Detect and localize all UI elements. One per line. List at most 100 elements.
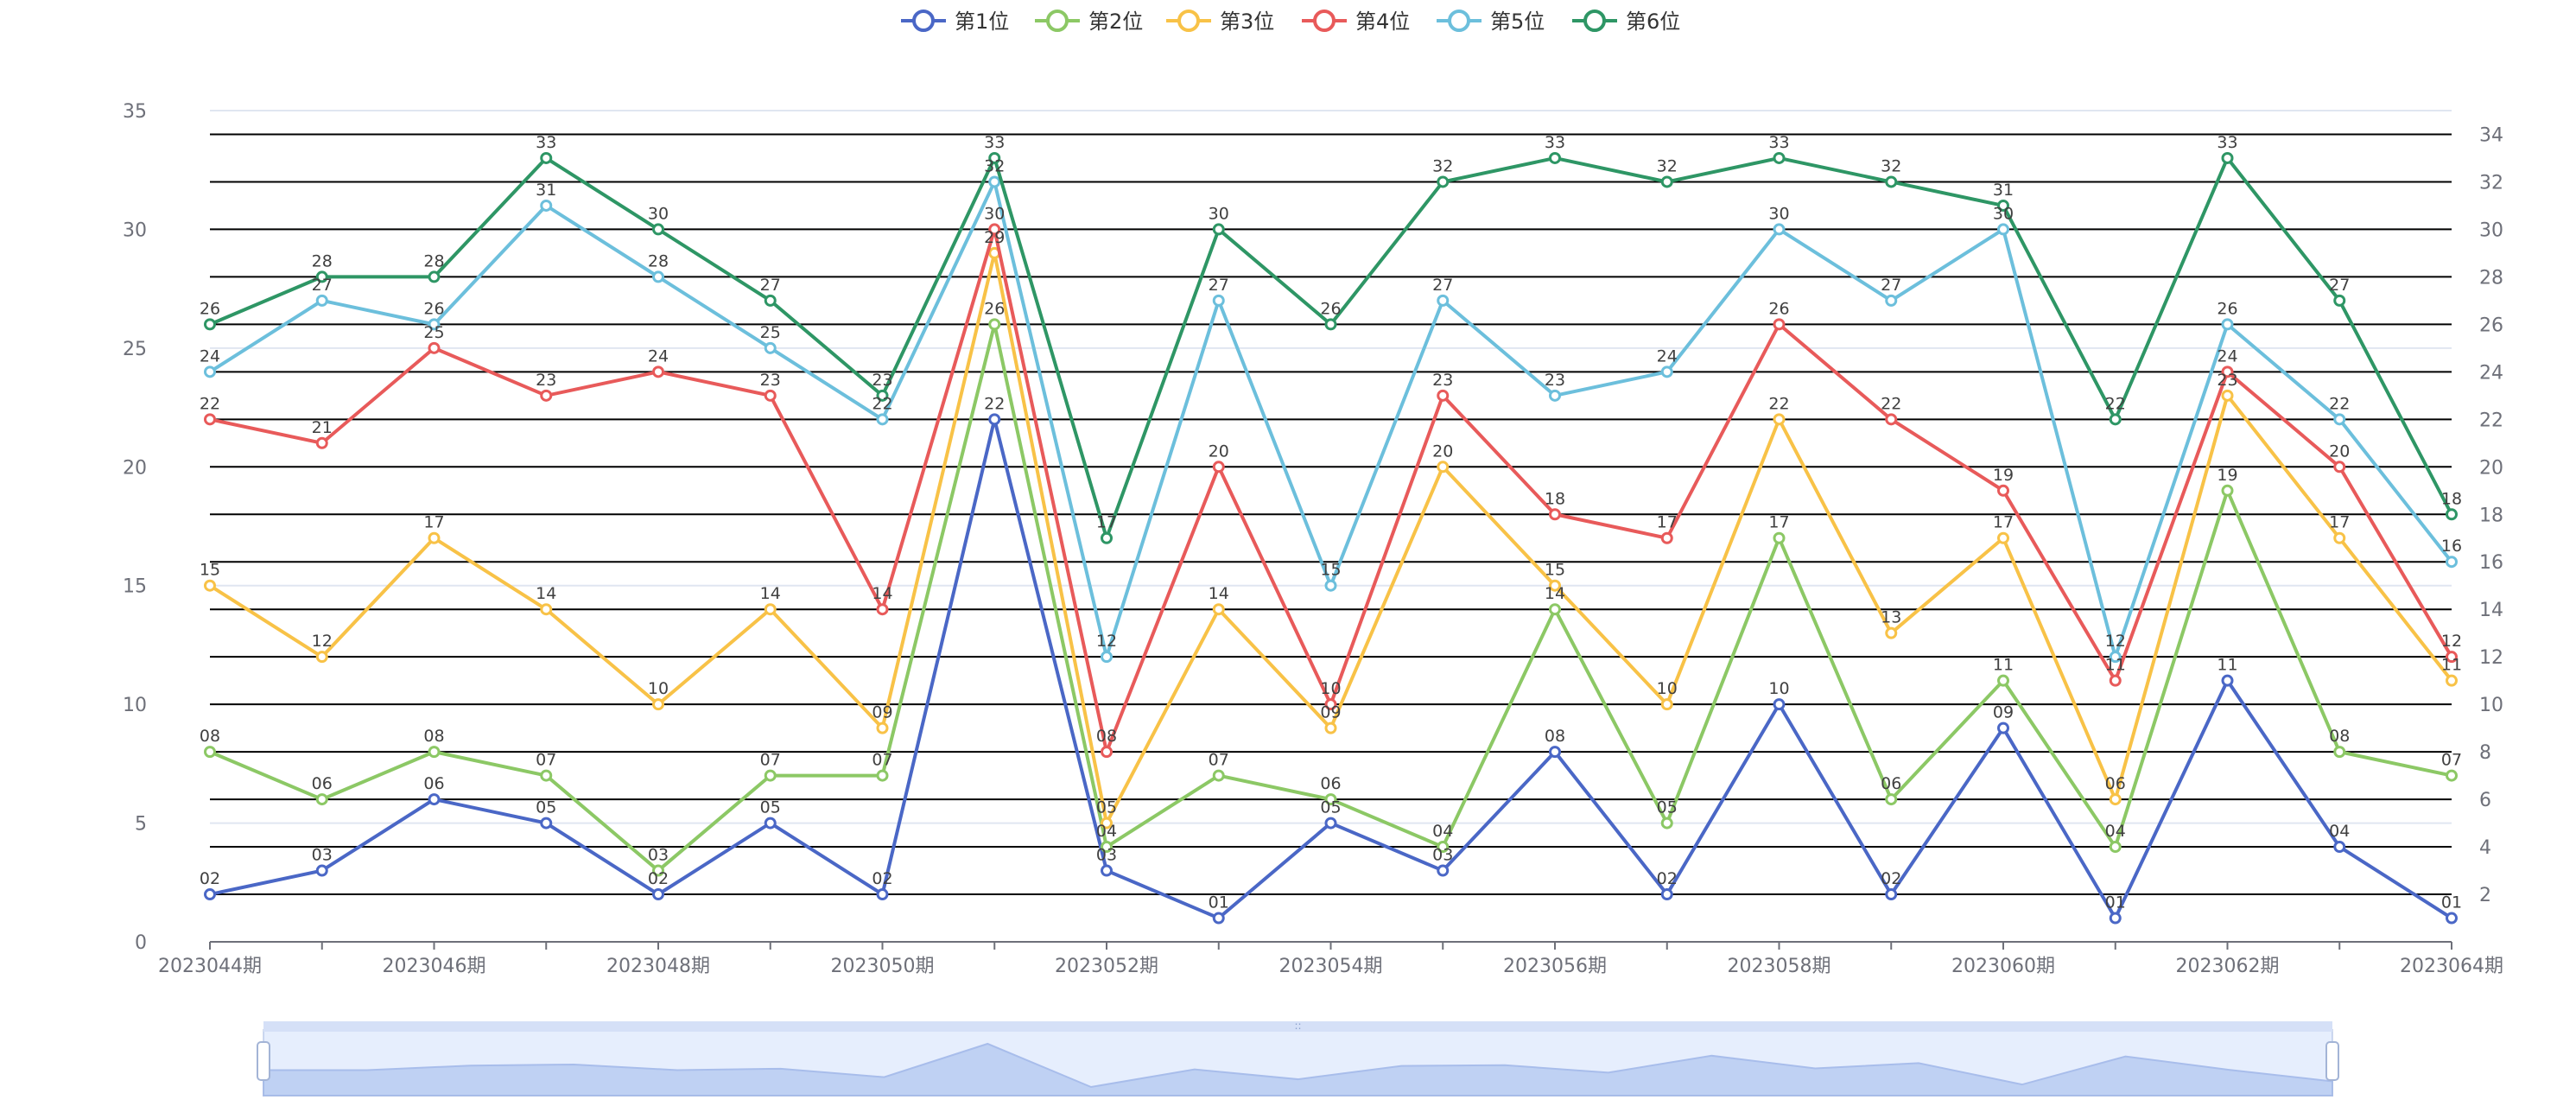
data-point[interactable] xyxy=(1212,223,1225,236)
data-point[interactable] xyxy=(1437,175,1450,188)
data-point[interactable] xyxy=(1773,223,1786,236)
legend-item-2[interactable]: 第2位 xyxy=(1035,10,1143,34)
data-point[interactable] xyxy=(876,769,889,782)
data-point[interactable] xyxy=(1660,531,1673,544)
data-point[interactable] xyxy=(1437,461,1450,474)
data-point[interactable] xyxy=(1437,841,1450,854)
data-point[interactable] xyxy=(1212,603,1225,616)
data-point[interactable] xyxy=(1324,793,1337,806)
data-point[interactable] xyxy=(1885,413,1898,426)
data-point[interactable] xyxy=(652,888,664,901)
data-point[interactable] xyxy=(1885,294,1898,307)
data-point[interactable] xyxy=(1437,389,1450,402)
data-point[interactable] xyxy=(540,151,553,164)
data-point[interactable] xyxy=(1660,365,1673,378)
data-point[interactable] xyxy=(1324,817,1337,830)
data-point[interactable] xyxy=(2446,651,2458,664)
data-point[interactable] xyxy=(1885,626,1898,639)
data-point[interactable] xyxy=(315,270,328,283)
data-point[interactable] xyxy=(540,769,553,782)
data-point[interactable] xyxy=(1660,817,1673,830)
data-point[interactable] xyxy=(2109,413,2122,426)
data-point[interactable] xyxy=(2109,841,2122,854)
data-point[interactable] xyxy=(2333,841,2346,854)
data-point[interactable] xyxy=(1212,294,1225,307)
legend-item-4[interactable]: 第4位 xyxy=(1302,10,1410,34)
data-point[interactable] xyxy=(652,270,664,283)
data-point[interactable] xyxy=(1101,746,1113,759)
data-point[interactable] xyxy=(1773,531,1786,544)
data-point[interactable] xyxy=(540,389,553,402)
data-point[interactable] xyxy=(1773,318,1786,331)
data-point[interactable] xyxy=(1885,793,1898,806)
data-point[interactable] xyxy=(1997,531,2009,544)
data-point[interactable] xyxy=(652,365,664,378)
data-point[interactable] xyxy=(1101,841,1113,854)
data-point[interactable] xyxy=(1549,746,1561,759)
data-point[interactable] xyxy=(876,603,889,616)
data-point[interactable] xyxy=(1997,484,2009,497)
data-point[interactable] xyxy=(1101,531,1113,544)
data-point[interactable] xyxy=(204,365,216,378)
data-point[interactable] xyxy=(1212,912,1225,925)
data-point[interactable] xyxy=(204,746,216,759)
data-point[interactable] xyxy=(2109,912,2122,925)
data-point[interactable] xyxy=(315,436,328,449)
data-point[interactable] xyxy=(1549,151,1561,164)
legend-item-6[interactable]: 第6位 xyxy=(1572,10,1680,34)
data-point[interactable] xyxy=(2446,674,2458,687)
data-point[interactable] xyxy=(652,864,664,877)
data-point[interactable] xyxy=(540,817,553,830)
data-point[interactable] xyxy=(876,721,889,734)
data-point[interactable] xyxy=(2333,746,2346,759)
data-point[interactable] xyxy=(1101,651,1113,664)
data-point[interactable] xyxy=(652,698,664,711)
data-point[interactable] xyxy=(2109,674,2122,687)
data-point[interactable] xyxy=(1101,864,1113,877)
data-zoom-slider[interactable]: :: xyxy=(257,1020,2339,1096)
data-point[interactable] xyxy=(2221,674,2234,687)
data-point[interactable] xyxy=(2446,912,2458,925)
data-point[interactable] xyxy=(2333,461,2346,474)
data-point[interactable] xyxy=(1324,318,1337,331)
data-point[interactable] xyxy=(988,413,1001,426)
data-point[interactable] xyxy=(540,199,553,212)
data-point[interactable] xyxy=(2221,389,2234,402)
data-point[interactable] xyxy=(1773,698,1786,711)
data-point[interactable] xyxy=(540,603,553,616)
data-point[interactable] xyxy=(2221,484,2234,497)
data-point[interactable] xyxy=(1324,579,1337,592)
data-point[interactable] xyxy=(428,341,441,354)
zoom-drag-handle-icon[interactable]: :: xyxy=(1294,1020,1301,1032)
data-point[interactable] xyxy=(988,175,1001,188)
data-point[interactable] xyxy=(204,579,216,592)
data-point[interactable] xyxy=(1101,817,1113,830)
data-point[interactable] xyxy=(1437,864,1450,877)
data-point[interactable] xyxy=(764,769,777,782)
data-point[interactable] xyxy=(315,793,328,806)
data-point[interactable] xyxy=(764,603,777,616)
data-point[interactable] xyxy=(988,223,1001,236)
data-point[interactable] xyxy=(1997,199,2009,212)
data-point[interactable] xyxy=(1997,721,2009,734)
data-point[interactable] xyxy=(2333,531,2346,544)
data-point[interactable] xyxy=(1773,151,1786,164)
data-point[interactable] xyxy=(652,223,664,236)
data-point[interactable] xyxy=(428,746,441,759)
zoom-handle-right[interactable] xyxy=(2325,1041,2339,1081)
data-point[interactable] xyxy=(764,294,777,307)
data-point[interactable] xyxy=(2333,413,2346,426)
data-point[interactable] xyxy=(2221,365,2234,378)
data-point[interactable] xyxy=(1437,294,1450,307)
zoom-move-bar[interactable] xyxy=(263,1021,2332,1032)
data-point[interactable] xyxy=(428,270,441,283)
data-point[interactable] xyxy=(2109,651,2122,664)
data-point[interactable] xyxy=(2446,769,2458,782)
data-point[interactable] xyxy=(1660,888,1673,901)
data-point[interactable] xyxy=(1324,698,1337,711)
data-point[interactable] xyxy=(204,413,216,426)
data-point[interactable] xyxy=(876,413,889,426)
data-point[interactable] xyxy=(764,341,777,354)
legend[interactable]: 第1位 第2位 第3位 第4位 第5位 第6位 xyxy=(901,10,1680,34)
data-point[interactable] xyxy=(2446,556,2458,569)
